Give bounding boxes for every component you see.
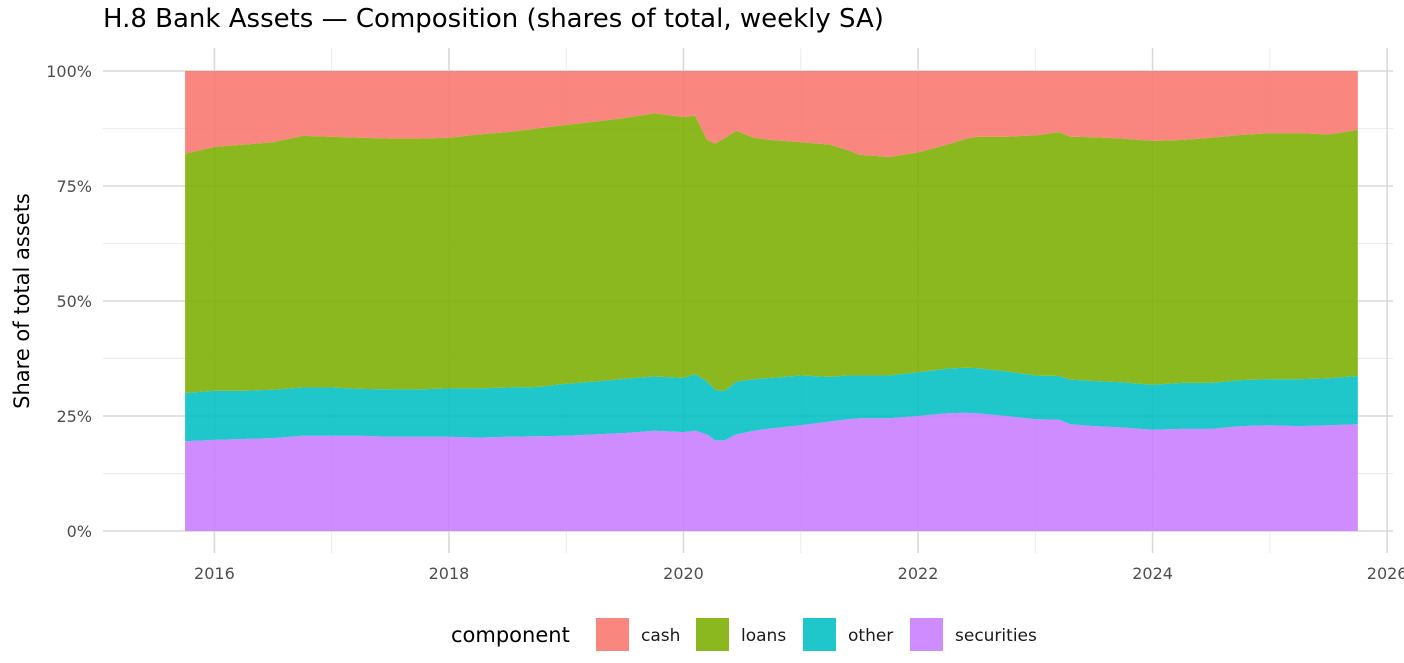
x-tick-label: 2026 (1367, 564, 1404, 583)
area-other (185, 367, 1358, 442)
y-tick-label: 50% (56, 292, 92, 311)
area-loans (185, 113, 1358, 393)
x-tick-label: 2024 (1132, 564, 1173, 583)
x-tick-label: 2020 (663, 564, 704, 583)
y-tick-label: 100% (46, 62, 92, 81)
legend-key-loans (696, 618, 729, 651)
y-tick-label: 25% (56, 407, 92, 426)
legend-title: component (451, 623, 570, 647)
legend: component cash loans other securities (451, 618, 1037, 651)
legend-key-other (803, 618, 836, 651)
x-tick-label: 2018 (429, 564, 470, 583)
y-tick-label: 0% (67, 522, 92, 541)
legend-label-securities: securities (955, 626, 1037, 646)
area-securities (185, 412, 1358, 531)
area-layer (185, 71, 1358, 531)
y-tick-label: 75% (56, 177, 92, 196)
legend-key-cash (596, 618, 629, 651)
x-tick-label: 2022 (898, 564, 939, 583)
y-axis-title: Share of total assets (10, 193, 34, 409)
legend-label-loans: loans (741, 626, 786, 646)
area-cash (185, 71, 1358, 158)
legend-label-other: other (848, 626, 893, 646)
axis-layer: 0% 25% 50% 75% 100% 2016 2018 2020 2022 2024 2026 (46, 62, 1404, 583)
chart-title: H.8 Bank Assets — Composition (shares of… (103, 4, 884, 34)
legend-key-securities (910, 618, 943, 651)
x-tick-label: 2016 (194, 564, 235, 583)
legend-label-cash: cash (641, 626, 680, 646)
